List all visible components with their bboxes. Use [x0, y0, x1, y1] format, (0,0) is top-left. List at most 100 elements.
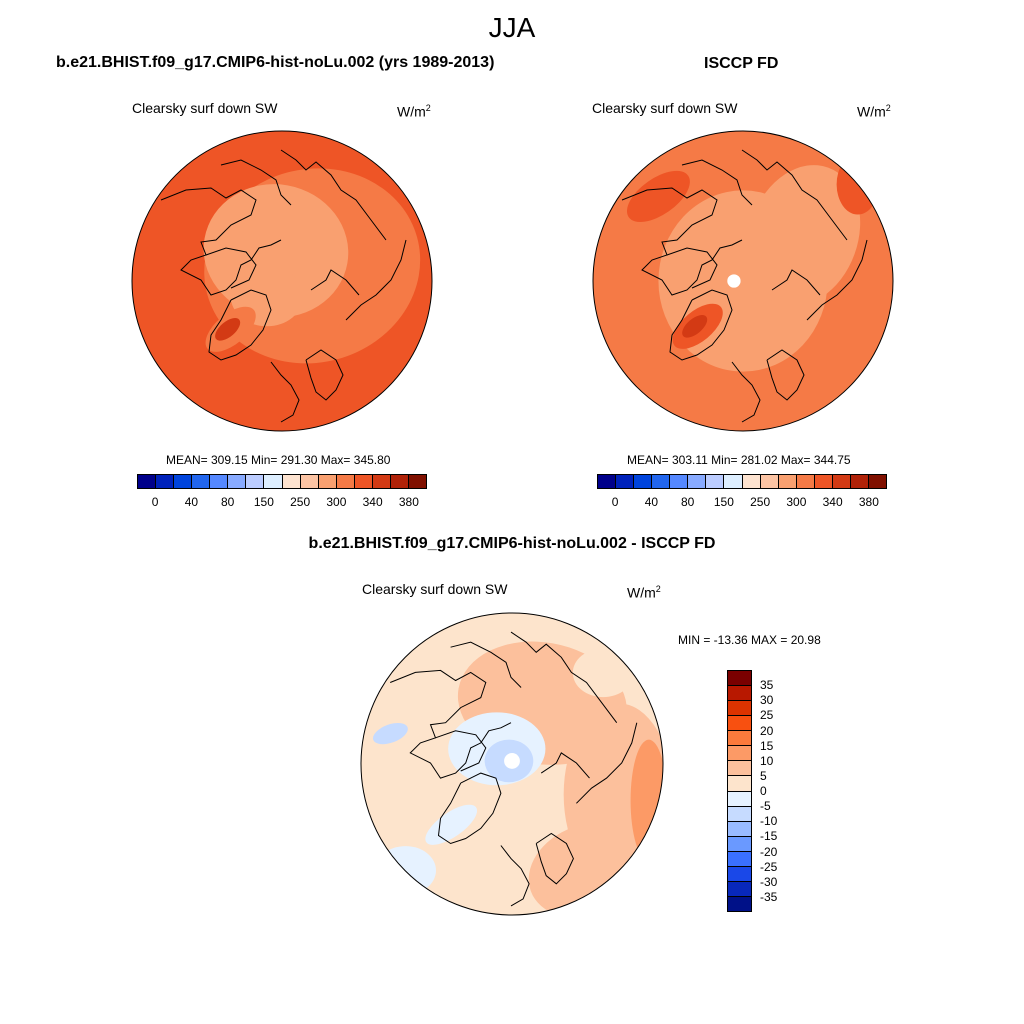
panel1-colorbar [137, 474, 427, 489]
colorbar-swatch [728, 761, 751, 777]
colorbar-tick-label: 150 [713, 495, 734, 509]
coastline [669, 289, 733, 361]
colorbar-tick-label: 340 [822, 495, 843, 509]
colorbar-tick-label: -25 [760, 859, 778, 874]
missing-data-pole [504, 753, 520, 769]
coastline [310, 269, 360, 296]
colorbar-swatch [210, 475, 229, 488]
coastline [621, 187, 743, 296]
colorbar-swatch [354, 475, 373, 488]
panel1-units: W/m2 [397, 103, 431, 120]
colorbar-tick-label: 150 [253, 495, 274, 509]
coastline [280, 149, 387, 241]
colorbar-swatch [282, 475, 301, 488]
coastline [205, 247, 257, 289]
colorbar-swatch [138, 475, 157, 488]
coastline [390, 669, 512, 779]
colorbar-swatch [706, 475, 725, 488]
colorbar-swatch [728, 716, 751, 732]
coastline [576, 722, 638, 804]
colorbar-tick-label: 380 [858, 495, 879, 509]
colorbar-tick-label: 35 [760, 678, 774, 693]
colorbar-tick-label: 5 [760, 768, 767, 783]
colorbar-tick-label: 25 [760, 708, 774, 723]
colorbar-swatch [728, 686, 751, 702]
colorbar-tick-label: -35 [760, 889, 778, 904]
panel3-units: W/m2 [627, 584, 661, 601]
colorbar-swatch [728, 806, 751, 822]
colorbar-tick-label: 380 [398, 495, 419, 509]
colorbar-swatch [264, 475, 283, 488]
coastline [666, 247, 718, 289]
colorbar-tick-label: 80 [680, 495, 695, 509]
map-border [360, 612, 664, 916]
colorbar-tick-label: -15 [760, 829, 778, 844]
shading-region [215, 318, 241, 341]
panel2-variable: Clearsky surf down SW [592, 100, 738, 116]
panel2-stats: MEAN= 303.11 Min= 281.02 Max= 344.75 [627, 453, 851, 467]
colorbar-tick-label: 20 [760, 723, 774, 738]
coastline [535, 832, 574, 885]
panel3-map [360, 612, 664, 916]
shading-region [746, 165, 861, 307]
panel1-stats: MEAN= 309.15 Min= 291.30 Max= 345.80 [166, 453, 391, 467]
coastline [437, 772, 502, 845]
coastline [305, 349, 344, 401]
colorbar-swatch [318, 475, 337, 488]
colorbar-tick-label: -10 [760, 814, 778, 829]
coastline [540, 752, 590, 779]
panel2-colorbar [597, 474, 887, 489]
colorbar-swatch [742, 475, 761, 488]
season-title: JJA [488, 12, 536, 43]
colorbar-tick-label: 250 [290, 495, 311, 509]
colorbar-swatch [174, 475, 193, 488]
coastline [450, 641, 522, 688]
coastline [766, 349, 805, 401]
colorbar-swatch [728, 851, 751, 867]
shading-region [375, 846, 436, 895]
colorbar-swatch [728, 821, 751, 837]
colorbar-tick-label: 340 [362, 495, 383, 509]
shading-region [626, 170, 690, 222]
colorbar-tick-label: 300 [786, 495, 807, 509]
colorbar-swatch [192, 475, 211, 488]
colorbar-swatch [832, 475, 851, 488]
colorbar-swatch [728, 671, 751, 687]
colorbar-swatch [390, 475, 409, 488]
colorbar-swatch [728, 791, 751, 807]
colorbar-swatch [728, 776, 751, 792]
colorbar-swatch [652, 475, 671, 488]
colorbar-tick-label: -5 [760, 799, 771, 814]
colorbar-swatch [688, 475, 707, 488]
coastline [806, 239, 868, 321]
colorbar-tick-label: -30 [760, 874, 778, 889]
coastline [270, 361, 300, 423]
colorbar-swatch [778, 475, 797, 488]
shading-region [372, 722, 408, 745]
colorbar-tick-label: -20 [760, 844, 778, 859]
colorbar-swatch [728, 746, 751, 762]
colorbar-swatch [616, 475, 635, 488]
colorbar-swatch [156, 475, 175, 488]
panel3-stats: MIN = -13.36 MAX = 20.98 [678, 633, 821, 647]
panel3-colorbar [727, 670, 752, 912]
colorbar-swatch [228, 475, 247, 488]
colorbar-swatch [246, 475, 265, 488]
shading-region [682, 315, 708, 338]
panel2-map [592, 130, 894, 432]
colorbar-tick-label: 40 [184, 495, 199, 509]
coastline [345, 239, 407, 321]
colorbar-tick-label: 0 [151, 495, 159, 509]
panel1-title: b.e21.BHIST.f09_g17.CMIP6-hist-noLu.002 … [56, 54, 495, 71]
colorbar-tick-label: 250 [750, 495, 771, 509]
colorbar-tick-label: 30 [760, 693, 774, 708]
colorbar-tick-label: 0 [760, 784, 767, 798]
coastline [771, 269, 821, 296]
panel2-units: W/m2 [857, 103, 891, 120]
colorbar-tick-label: 300 [326, 495, 347, 509]
panel3-variable: Clearsky surf down SW [362, 581, 508, 597]
colorbar-swatch [850, 475, 869, 488]
colorbar-swatch [728, 836, 751, 852]
colorbar-tick-label: 10 [760, 753, 774, 768]
colorbar-swatch [670, 475, 689, 488]
